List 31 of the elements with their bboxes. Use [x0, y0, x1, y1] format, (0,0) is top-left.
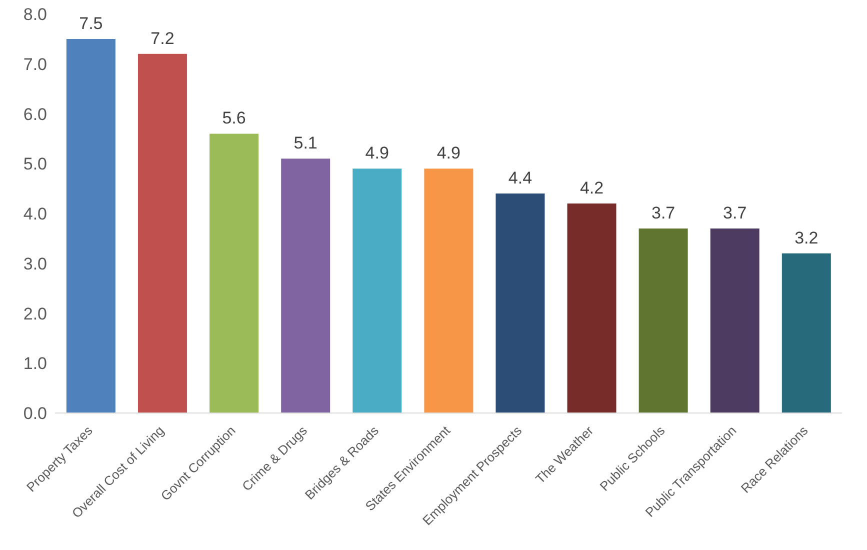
- y-tick-label: 5.0: [23, 154, 47, 174]
- bar: [710, 228, 760, 413]
- data-label: 4.9: [436, 144, 460, 163]
- y-tick-label: 8.0: [23, 5, 47, 24]
- bar: [567, 204, 616, 413]
- bar: [496, 194, 545, 413]
- data-label: 3.7: [723, 203, 747, 222]
- bar: [782, 253, 831, 413]
- bar: [138, 54, 187, 413]
- bar: [210, 134, 259, 413]
- bar: [66, 38, 116, 413]
- data-label: 4.9: [365, 144, 389, 163]
- bar: [281, 158, 330, 413]
- data-label: 3.7: [651, 203, 676, 222]
- y-tick-label: 6.0: [23, 104, 47, 124]
- data-label: 4.2: [580, 178, 604, 198]
- bar: [424, 168, 474, 413]
- y-tick-label: 0.0: [23, 404, 47, 424]
- y-tick-label: 3.0: [23, 254, 47, 274]
- y-tick-label: 4.0: [23, 204, 47, 224]
- bar: [638, 228, 688, 413]
- y-tick-label: 1.0: [23, 354, 47, 374]
- data-label: 7.2: [150, 28, 174, 48]
- data-label: 4.4: [508, 168, 532, 188]
- y-tick-label: 2.0: [23, 304, 47, 324]
- data-label: 3.2: [794, 228, 818, 248]
- y-tick-label: 7.0: [23, 54, 47, 74]
- data-label: 5.1: [294, 134, 318, 153]
- data-label: 7.5: [79, 14, 103, 33]
- data-label: 5.6: [222, 108, 246, 128]
- bar: [352, 168, 402, 413]
